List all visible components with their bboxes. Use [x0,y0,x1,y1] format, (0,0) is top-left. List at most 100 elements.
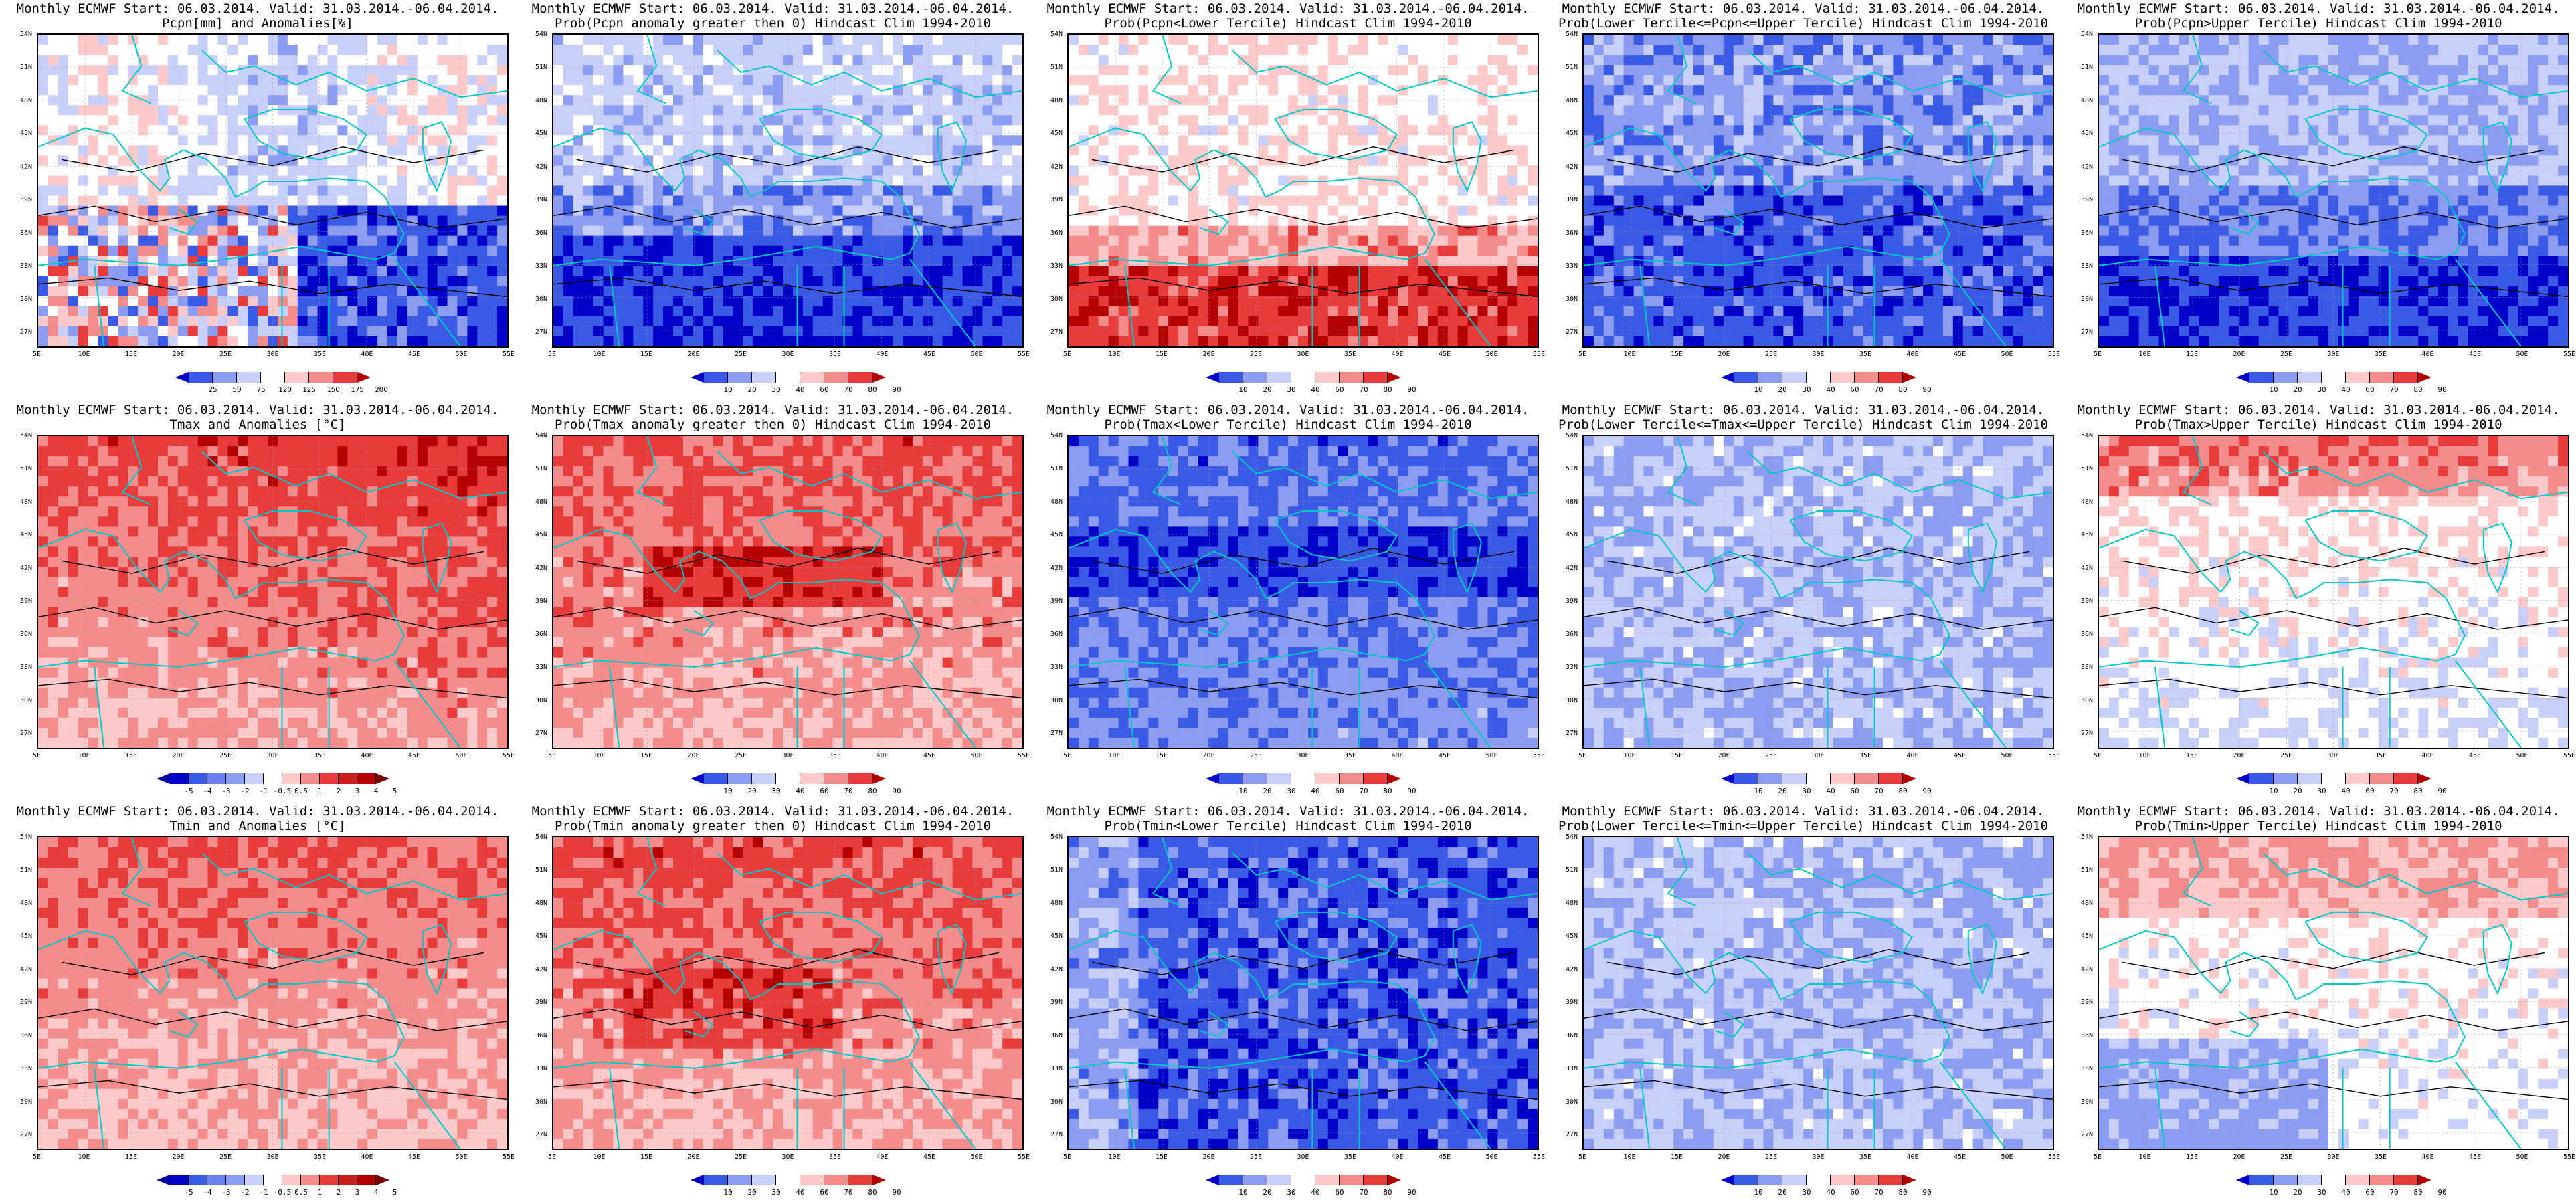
field-cell [88,55,99,66]
field-cell [1108,306,1119,317]
field-cell [603,185,614,197]
field-cell [693,105,704,116]
field-cell [972,306,983,317]
field-cell [1258,125,1269,136]
field-cell [603,165,614,177]
field-cell [922,125,933,136]
field-cell [108,245,118,257]
field-cell [427,205,438,217]
field-cell [387,165,398,177]
field-cell [68,145,79,157]
field-cell [407,175,418,187]
field-cell [1317,85,1329,96]
lat-tick-label: 33N [535,262,547,270]
field-cell [603,225,614,237]
field-cell [397,256,408,267]
field-cell [1307,235,1319,247]
field-cell [1268,286,1279,297]
field-cell [1528,215,1538,227]
field-cell [1338,125,1349,136]
field-cell [427,135,438,146]
field-cell [217,125,228,136]
field-cell [1188,165,1199,177]
field-cell [258,115,268,126]
field-cell [307,256,318,267]
field-cell [1002,256,1013,267]
field-cell [1088,195,1099,207]
field-cell [177,75,189,86]
field-cell [613,155,624,167]
field-cell [357,165,368,177]
field-cell [982,245,993,257]
field-cell [942,95,953,106]
field-cell [1663,45,1674,56]
field-cell [992,245,1003,257]
field-cell [2023,65,2033,76]
field-cell [407,135,418,146]
field-cell [1198,266,1209,277]
field-cell [1228,195,1239,207]
field-cell [38,35,49,45]
field-cell [932,326,943,337]
field-cell [1188,266,1199,277]
field-cell [367,306,378,317]
colorbar-tick-label: 60 [1335,385,1344,394]
field-cell [48,85,59,96]
field-cell [1497,225,1508,237]
field-cell [457,115,468,126]
field-cell [593,225,604,237]
field-cell [317,316,329,327]
field-cell [672,195,684,207]
field-cell [932,205,943,217]
field-cell [763,225,773,237]
field-cell [138,35,149,45]
field-cell [1338,135,1349,146]
field-cell [603,306,614,317]
field-cell [227,55,238,66]
colorbar [691,372,886,383]
field-cell [753,115,763,126]
field-cell [792,215,804,227]
field-cell [1528,316,1538,327]
field-cell [258,135,268,146]
field-cell [1258,266,1269,277]
field-cell [663,125,674,136]
field-cell [1288,125,1299,136]
field-cell [962,165,974,177]
field-cell [862,165,873,177]
field-cell [583,175,594,187]
field-cell [1447,215,1459,227]
field-cell [58,326,69,337]
field-cell [207,326,219,337]
field-cell [563,75,574,86]
field-cell [693,296,704,307]
field-cell [238,45,248,56]
field-cell [277,316,288,327]
field-cell [287,115,298,126]
field-cell [862,175,873,187]
field-cell [1238,205,1249,217]
field-cell [922,85,933,96]
field-cell [1298,316,1309,327]
field-cell [583,316,594,327]
field-cell [862,195,873,207]
field-cell [1238,296,1249,307]
field-cell [1348,35,1359,45]
field-cell [407,75,418,86]
field-cell [1198,296,1209,307]
field-cell [187,125,199,136]
field-cell [952,195,963,207]
field-cell [1148,296,1159,307]
field-cell [1138,225,1149,237]
field-cell [1327,336,1339,346]
field-cell [1138,135,1149,146]
field-cell [1069,245,1079,257]
field-cell [1288,85,1299,96]
field-cell [1983,45,1994,56]
field-cell [108,336,118,346]
field-cell [1528,195,1538,207]
field-cell [457,336,468,346]
field-cell [287,55,298,66]
field-cell [1507,75,1518,86]
field-cell [197,225,209,237]
